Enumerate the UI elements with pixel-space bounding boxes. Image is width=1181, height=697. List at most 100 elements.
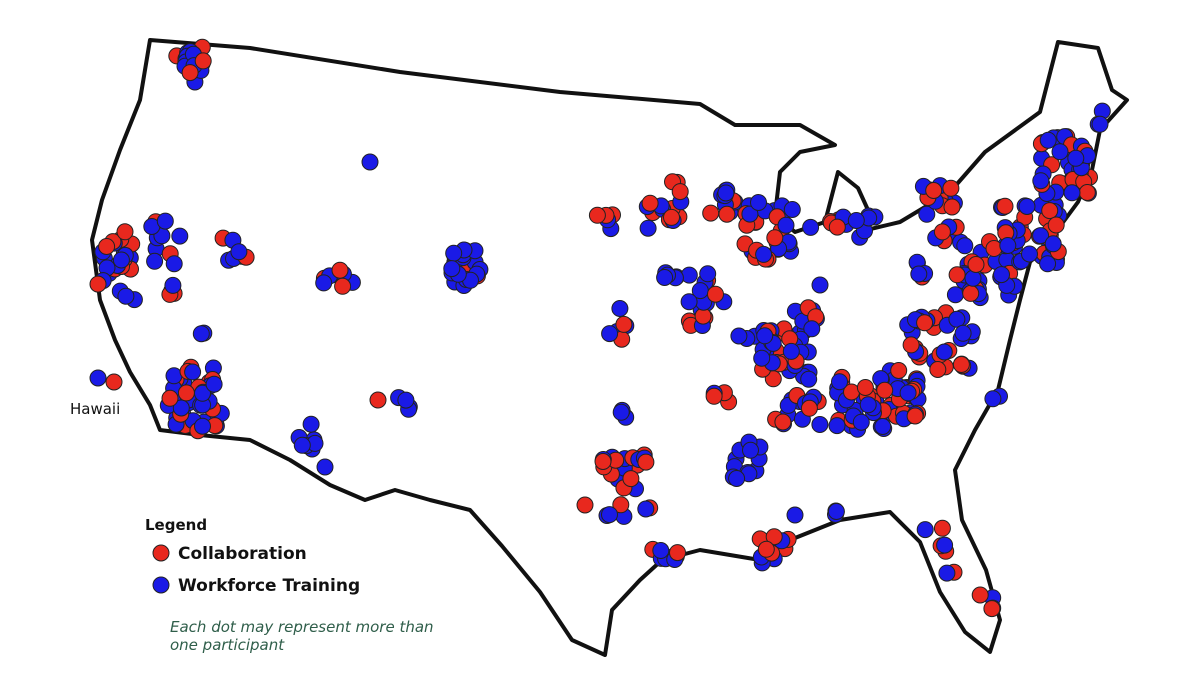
participant-dot bbox=[1041, 202, 1059, 220]
participant-dot bbox=[983, 600, 1001, 618]
participant-dot bbox=[669, 544, 686, 562]
participant-dot bbox=[194, 52, 212, 70]
participant-dot bbox=[946, 286, 964, 304]
participant-dot bbox=[765, 528, 783, 546]
participant-dot bbox=[443, 260, 461, 278]
participant-dot bbox=[334, 277, 352, 295]
participant-dot bbox=[962, 284, 980, 302]
participant-dot bbox=[315, 274, 333, 292]
legend-swatch bbox=[152, 576, 170, 594]
participant-dot bbox=[639, 219, 657, 237]
participant-dot bbox=[699, 265, 717, 283]
participant-dot bbox=[707, 285, 724, 303]
participant-dot bbox=[755, 245, 773, 263]
participant-dot bbox=[611, 300, 629, 317]
participant-dot bbox=[1039, 131, 1057, 149]
participant-dot bbox=[741, 205, 759, 223]
participant-dot bbox=[184, 363, 202, 381]
participant-dot bbox=[1063, 184, 1081, 202]
participant-dot bbox=[612, 403, 630, 421]
participant-dot bbox=[397, 391, 415, 409]
participant-dot bbox=[964, 269, 982, 287]
participant-dot bbox=[205, 375, 223, 393]
participant-dot bbox=[89, 275, 107, 293]
participant-dot bbox=[302, 415, 320, 433]
participant-dot bbox=[705, 387, 723, 405]
participant-dot bbox=[956, 237, 974, 255]
participant-dot bbox=[802, 218, 820, 236]
participant-dot bbox=[906, 407, 924, 425]
participant-dot bbox=[594, 453, 612, 470]
participant-dot bbox=[730, 327, 748, 345]
participant-dot bbox=[996, 197, 1014, 215]
participant-dot bbox=[890, 362, 908, 379]
participant-dot bbox=[984, 390, 1002, 408]
participant-dot bbox=[938, 564, 956, 582]
participant-dot bbox=[1032, 227, 1050, 245]
participant-dot bbox=[601, 325, 619, 343]
legend-label: Collaboration bbox=[178, 544, 307, 564]
participant-dot bbox=[999, 237, 1017, 254]
participant-dot bbox=[800, 399, 818, 417]
participant-dot bbox=[942, 179, 960, 197]
participant-dot bbox=[637, 453, 655, 471]
participant-dot bbox=[641, 194, 659, 212]
participant-dot bbox=[361, 153, 379, 171]
participant-dot bbox=[852, 413, 870, 431]
participant-dot bbox=[967, 256, 985, 273]
participant-dot bbox=[680, 266, 698, 284]
participant-dot bbox=[916, 314, 934, 332]
participant-dot bbox=[856, 379, 874, 396]
participant-dot bbox=[164, 276, 182, 294]
participant-dot bbox=[1078, 184, 1096, 201]
legend-title: Legend bbox=[145, 516, 207, 534]
participant-dots bbox=[89, 38, 1111, 618]
hawaii-label: Hawaii bbox=[70, 400, 120, 418]
participant-dot bbox=[181, 64, 199, 82]
participant-dot bbox=[331, 261, 349, 279]
participant-dot bbox=[680, 293, 698, 311]
participant-dot bbox=[588, 206, 606, 224]
participant-dot bbox=[750, 194, 767, 211]
participant-dot bbox=[929, 361, 947, 378]
note-line: one participant bbox=[170, 636, 285, 654]
participant-dot bbox=[117, 287, 135, 305]
participant-dot bbox=[230, 243, 248, 261]
participant-dot bbox=[194, 384, 211, 402]
participant-dot bbox=[916, 521, 934, 539]
participant-dot bbox=[156, 212, 174, 230]
participant-dot bbox=[718, 205, 736, 223]
participant-dot bbox=[1047, 216, 1065, 234]
participant-dot bbox=[1067, 149, 1085, 167]
participant-dot bbox=[652, 542, 670, 559]
participant-dot bbox=[1021, 245, 1038, 263]
participant-dot bbox=[800, 370, 818, 388]
participant-dot bbox=[783, 201, 801, 218]
participant-dot bbox=[757, 540, 775, 558]
participant-dot bbox=[1044, 235, 1062, 253]
participant-dot bbox=[194, 417, 211, 435]
participant-dot bbox=[933, 223, 951, 241]
participant-dot bbox=[902, 336, 920, 354]
participant-dot bbox=[612, 496, 630, 514]
participant-dot bbox=[971, 586, 989, 604]
participant-dot bbox=[910, 265, 928, 283]
participant-dot bbox=[1039, 255, 1057, 273]
participant-dot bbox=[935, 343, 953, 361]
participant-dot bbox=[943, 198, 961, 216]
participant-dot bbox=[859, 396, 877, 414]
participant-dot bbox=[786, 506, 804, 524]
participant-dot bbox=[918, 205, 936, 223]
participant-dot bbox=[146, 252, 164, 270]
participant-dot bbox=[116, 223, 134, 241]
participant-dot bbox=[728, 470, 746, 487]
participant-dot bbox=[831, 373, 848, 391]
participant-dot bbox=[702, 204, 720, 222]
participant-dot bbox=[933, 519, 951, 537]
participant-dot bbox=[576, 496, 594, 514]
participant-dot bbox=[899, 384, 917, 402]
participant-dot bbox=[161, 389, 179, 407]
participant-dot bbox=[948, 310, 966, 328]
participant-dot bbox=[192, 325, 210, 343]
